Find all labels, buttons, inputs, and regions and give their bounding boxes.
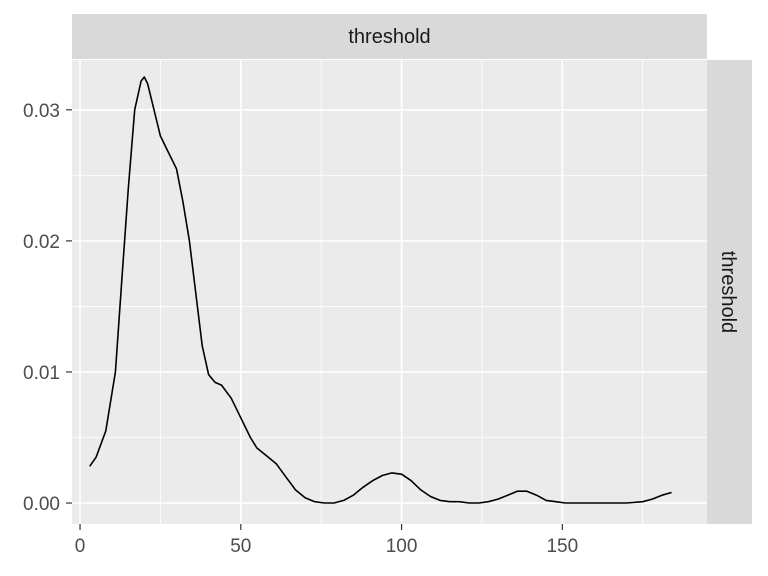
y-tick-label: 0.03 [23, 101, 60, 122]
x-tick-label: 50 [230, 536, 251, 557]
right-facet-strip-label: threshold [717, 251, 739, 333]
grid-major-lines [72, 60, 707, 524]
top-facet-strip [72, 14, 707, 59]
plot-panel [72, 60, 707, 524]
right-facet-strip [707, 60, 752, 524]
x-tick-label: 150 [546, 536, 578, 557]
x-tick-label: 0 [75, 536, 86, 557]
top-facet-strip-label: threshold [348, 26, 430, 48]
series-layer [89, 76, 672, 504]
y-tick-label: 0.01 [23, 363, 60, 384]
y-axis: 0.00 0.01 0.02 0.03 [23, 101, 72, 515]
x-tick-label: 100 [386, 536, 418, 557]
y-tick-label: 0.00 [23, 494, 60, 515]
x-axis: 0 50 100 150 [75, 524, 578, 557]
density-line [89, 76, 672, 504]
y-tick-label: 0.02 [23, 232, 60, 253]
